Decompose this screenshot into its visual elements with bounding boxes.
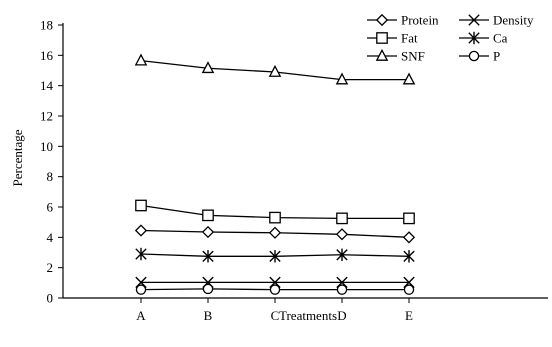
data-point-snf (134, 53, 148, 66)
legend-item-snf: SNF (367, 49, 425, 64)
legend-item-ca: Ca (459, 31, 508, 46)
data-point-snf (335, 72, 349, 85)
data-point-fat (269, 211, 281, 224)
y-tick-label: 16 (40, 48, 54, 63)
series-ca (135, 247, 415, 263)
data-point-ca (336, 248, 348, 261)
y-tick-label: 14 (40, 78, 54, 93)
legend-marker-ca (468, 31, 480, 45)
y-tick-label: 10 (40, 139, 53, 154)
data-point-snf (201, 61, 215, 74)
data-point-ca (202, 250, 214, 263)
y-tick-label: 18 (40, 18, 53, 33)
series-group (134, 53, 416, 295)
axes (62, 23, 548, 299)
legend-marker-p (468, 50, 480, 62)
marker-stroke (468, 14, 480, 26)
series-snf (134, 53, 416, 85)
y-tick-label: 8 (47, 169, 54, 184)
legend-label: Protein (401, 13, 439, 28)
legend-item-density: Density (459, 13, 534, 28)
data-point-ca (135, 247, 147, 261)
legend-marker-density (468, 14, 480, 26)
legend-item-p: P (459, 49, 500, 64)
legend: Protein Fat SNF Density Ca P (367, 13, 534, 64)
y-tick-label: 6 (47, 200, 54, 215)
legend-label: SNF (401, 49, 425, 64)
x-tick-label: B (204, 308, 213, 323)
data-point-protein (268, 226, 282, 239)
data-point-p (336, 284, 348, 295)
y-axis-ticks: 0 2 4 6 8 10 12 14 16 18 (40, 18, 63, 306)
data-point-fat (403, 212, 415, 225)
series-protein (134, 224, 416, 244)
data-point-p (135, 284, 147, 295)
data-point-p (202, 283, 214, 295)
y-tick-label: 12 (40, 109, 53, 124)
legend-marker-protein (375, 13, 389, 27)
data-point-fat (135, 199, 147, 212)
series-fat (135, 199, 415, 225)
data-point-snf (402, 72, 416, 85)
x-tick-label: C (271, 308, 280, 323)
data-point-fat (202, 209, 214, 222)
x-axis-title: Treatments (279, 308, 337, 323)
data-point-fat (336, 212, 348, 225)
y-tick-label: 0 (47, 291, 54, 306)
x-tick-label: A (136, 308, 146, 323)
legend-marker-fat (376, 32, 388, 44)
x-tick-label: D (337, 308, 346, 323)
legend-label: P (493, 49, 500, 64)
data-point-p (269, 284, 281, 295)
y-axis-title: Percentage (10, 129, 25, 186)
legend-label: Density (493, 13, 534, 28)
data-point-protein (335, 228, 349, 241)
data-point-protein (402, 231, 416, 244)
legend-marker-snf (375, 48, 389, 61)
legend-item-protein: Protein (367, 13, 439, 28)
data-point-ca (269, 250, 281, 263)
x-tick-label: E (405, 308, 413, 323)
legend-label: Ca (493, 31, 508, 46)
data-point-snf (268, 64, 282, 77)
data-point-protein (201, 225, 215, 239)
y-tick-label: 2 (47, 260, 54, 275)
legend-label: Fat (401, 31, 418, 46)
data-point-protein (134, 224, 148, 237)
series-p (135, 283, 415, 295)
y-tick-label: 4 (47, 230, 54, 245)
data-point-ca (403, 250, 415, 263)
data-point-p (403, 284, 415, 295)
x-axis-ticks: A B C D E (136, 298, 413, 323)
legend-item-fat: Fat (367, 31, 418, 46)
